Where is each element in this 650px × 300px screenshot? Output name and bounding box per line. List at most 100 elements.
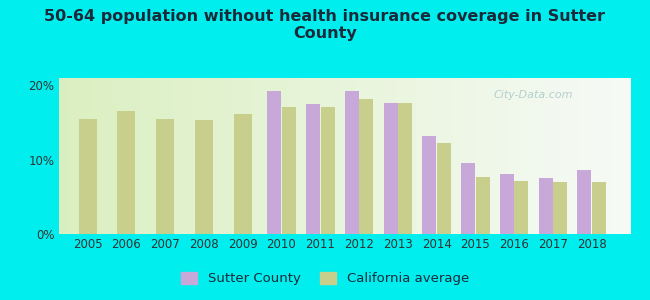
Bar (328, 78, 330, 234)
Bar (344, 78, 347, 234)
Bar (353, 78, 356, 234)
Bar (176, 78, 179, 234)
Bar (493, 78, 496, 234)
Bar (216, 78, 218, 234)
Bar (485, 78, 488, 234)
Bar (58, 78, 61, 234)
Bar (571, 78, 573, 234)
Bar (610, 78, 614, 234)
Bar (99, 78, 101, 234)
Bar (222, 78, 224, 234)
Bar (207, 78, 210, 234)
Bar (365, 78, 367, 234)
Bar (398, 103, 412, 234)
Bar (290, 78, 293, 234)
Bar (393, 78, 396, 234)
Bar (456, 78, 459, 234)
Bar (181, 78, 185, 234)
Bar (124, 78, 127, 234)
Bar (422, 136, 436, 234)
Bar (64, 78, 67, 234)
Bar (147, 78, 150, 234)
Bar (479, 78, 482, 234)
Bar (516, 78, 519, 234)
Bar (596, 78, 599, 234)
Bar (342, 78, 345, 234)
Bar (239, 78, 242, 234)
Bar (467, 78, 471, 234)
Bar (118, 78, 122, 234)
Bar (316, 78, 318, 234)
Bar (244, 78, 247, 234)
Bar (299, 78, 302, 234)
Bar (461, 164, 475, 234)
Bar (553, 78, 556, 234)
Bar (567, 78, 571, 234)
Bar (476, 177, 489, 234)
Bar (117, 111, 135, 234)
Bar (419, 78, 422, 234)
Bar (142, 78, 144, 234)
Bar (376, 78, 379, 234)
Bar (562, 78, 565, 234)
Bar (259, 78, 261, 234)
Bar (310, 78, 313, 234)
Bar (442, 78, 445, 234)
Bar (459, 78, 462, 234)
Bar (150, 78, 153, 234)
Bar (204, 78, 207, 234)
Bar (359, 99, 373, 234)
Bar (173, 78, 176, 234)
Bar (265, 78, 267, 234)
Bar (504, 78, 508, 234)
Bar (514, 181, 528, 234)
Bar (628, 78, 630, 234)
Bar (588, 78, 590, 234)
Bar (553, 182, 567, 234)
Bar (370, 78, 373, 234)
Bar (167, 78, 170, 234)
Bar (304, 78, 307, 234)
Bar (530, 78, 533, 234)
Bar (79, 119, 97, 234)
Bar (577, 170, 592, 234)
Bar (164, 78, 167, 234)
Bar (307, 78, 310, 234)
Bar (213, 78, 216, 234)
Bar (542, 78, 545, 234)
Bar (127, 78, 130, 234)
Bar (379, 78, 382, 234)
Bar (281, 107, 296, 234)
Bar (424, 78, 428, 234)
Bar (599, 78, 602, 234)
Bar (199, 78, 202, 234)
Bar (528, 78, 530, 234)
Bar (161, 78, 164, 234)
Text: 50-64 population without health insurance coverage in Sutter
County: 50-64 population without health insuranc… (44, 9, 606, 41)
Bar (382, 78, 385, 234)
Bar (261, 78, 265, 234)
Bar (576, 78, 579, 234)
Bar (614, 78, 616, 234)
Bar (104, 78, 107, 234)
Bar (499, 78, 502, 234)
Bar (330, 78, 333, 234)
Bar (344, 91, 359, 234)
Bar (616, 78, 619, 234)
Bar (437, 142, 451, 234)
Bar (253, 78, 256, 234)
Bar (356, 78, 359, 234)
Bar (408, 78, 410, 234)
Bar (473, 78, 476, 234)
Bar (502, 78, 504, 234)
Bar (324, 78, 328, 234)
Bar (447, 78, 450, 234)
Bar (322, 78, 324, 234)
Bar (385, 78, 387, 234)
Bar (70, 78, 73, 234)
Bar (247, 78, 250, 234)
Bar (153, 78, 156, 234)
Bar (236, 78, 239, 234)
Bar (101, 78, 104, 234)
Bar (185, 78, 187, 234)
